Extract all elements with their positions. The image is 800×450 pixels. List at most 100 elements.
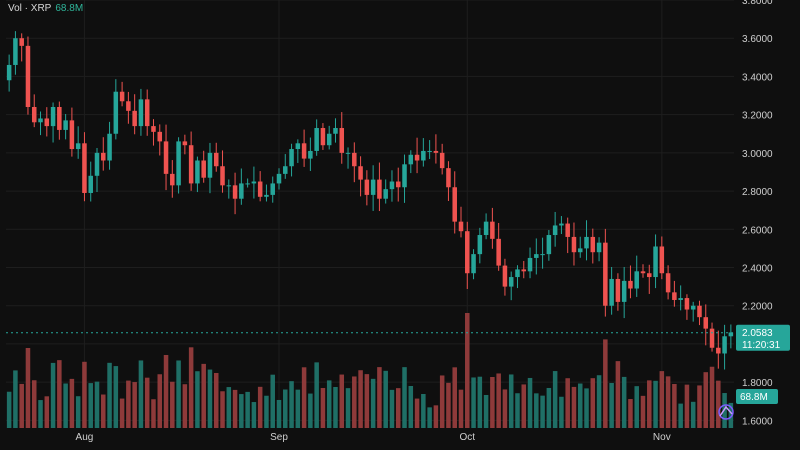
candle-body [477,235,483,255]
volume-bar [647,380,652,428]
candle-body [471,254,476,274]
candle-body [615,278,621,302]
volume-bar [684,384,690,428]
y-tick-label: 1.6000 [742,416,773,427]
candle-body [163,141,169,174]
volume-bar [107,362,112,428]
candle-body [88,175,93,193]
candle-body [283,166,288,174]
volume-bar [364,374,370,428]
candle-body [565,223,570,237]
volume-bar [50,362,56,428]
volume-bar [477,376,483,428]
volume-bar [232,389,238,428]
volume-bar [63,383,68,428]
candle-body [364,179,370,195]
volume-bar [69,378,75,428]
volume-bar [19,383,24,428]
candle-body [245,183,250,185]
volume-bar [458,389,464,428]
candle-body [333,128,338,134]
volume-bar [421,393,426,428]
volume-bar [226,387,232,428]
candle-body [427,150,432,152]
y-tick-label: 3.4000 [742,72,773,83]
volume-bar [370,378,376,428]
candle-body [559,223,564,226]
candle-body [94,152,100,176]
candle-body [132,110,137,127]
volume-bar [132,382,137,428]
volume-bar [213,373,219,428]
candle-body [722,336,727,354]
volume-bar [571,386,577,428]
candle-body [182,141,188,146]
candle-body [151,126,156,132]
volume-bar [540,395,545,428]
candle-body [170,173,175,186]
candle-body [326,133,332,146]
y-tick-label: 2.6000 [742,225,773,236]
candle-body [13,38,18,65]
candle-body [647,273,652,278]
volume-bar [345,388,351,428]
candle-body [439,152,445,169]
volume-bar [446,382,451,428]
volume-bar [88,383,93,428]
candle-body [264,194,269,197]
candle-body [63,120,68,130]
candle-body [251,181,257,184]
candle-body [101,152,106,161]
candle-body [270,183,275,195]
tradingview-logo-icon[interactable] [718,404,734,420]
volume-bar [678,403,683,428]
volume-bar [672,384,677,428]
volume-bar [452,367,457,428]
candle-body [728,332,734,337]
candle-body [320,128,326,146]
candle-body [496,238,501,266]
candle-body [188,145,194,184]
candle-body [621,280,627,302]
candle-body [44,118,50,127]
volume-bar [182,384,188,428]
candle-body [295,143,301,150]
volume-bar [552,371,558,428]
volume-bar [515,393,520,428]
candle-body [697,305,702,318]
volume-bar [220,391,225,428]
volume-bar [251,402,257,428]
candle-body [358,166,363,180]
x-tick-label: Nov [653,432,671,443]
candle-body [603,242,608,306]
volume-bar [502,389,508,428]
volume-bar [590,378,596,428]
candle-body [452,187,457,222]
candle-body [716,347,721,354]
candle-body [433,150,439,153]
candle-body [414,154,420,161]
candle-body [546,235,552,255]
candle-body [703,317,709,329]
candle-body [465,231,470,274]
volume-bar [195,371,200,428]
candle-body [552,225,558,236]
candle-body [25,45,31,107]
candle-body [527,257,533,272]
candle-body [521,269,527,272]
volume-bar [163,354,169,428]
volume-badge-bg [736,389,778,404]
candle-body [402,164,407,188]
candle-body [301,143,307,159]
volume-bar [546,387,552,428]
volume-bar [465,313,470,428]
volume-legend-prefix: Vol · XRP [8,3,52,14]
volume-bar [257,386,263,428]
volume-bar [659,371,665,428]
volume-bar [38,400,43,428]
volume-badge: 68.8M [736,389,778,404]
candle-body [201,160,206,178]
candle-body [653,246,658,278]
